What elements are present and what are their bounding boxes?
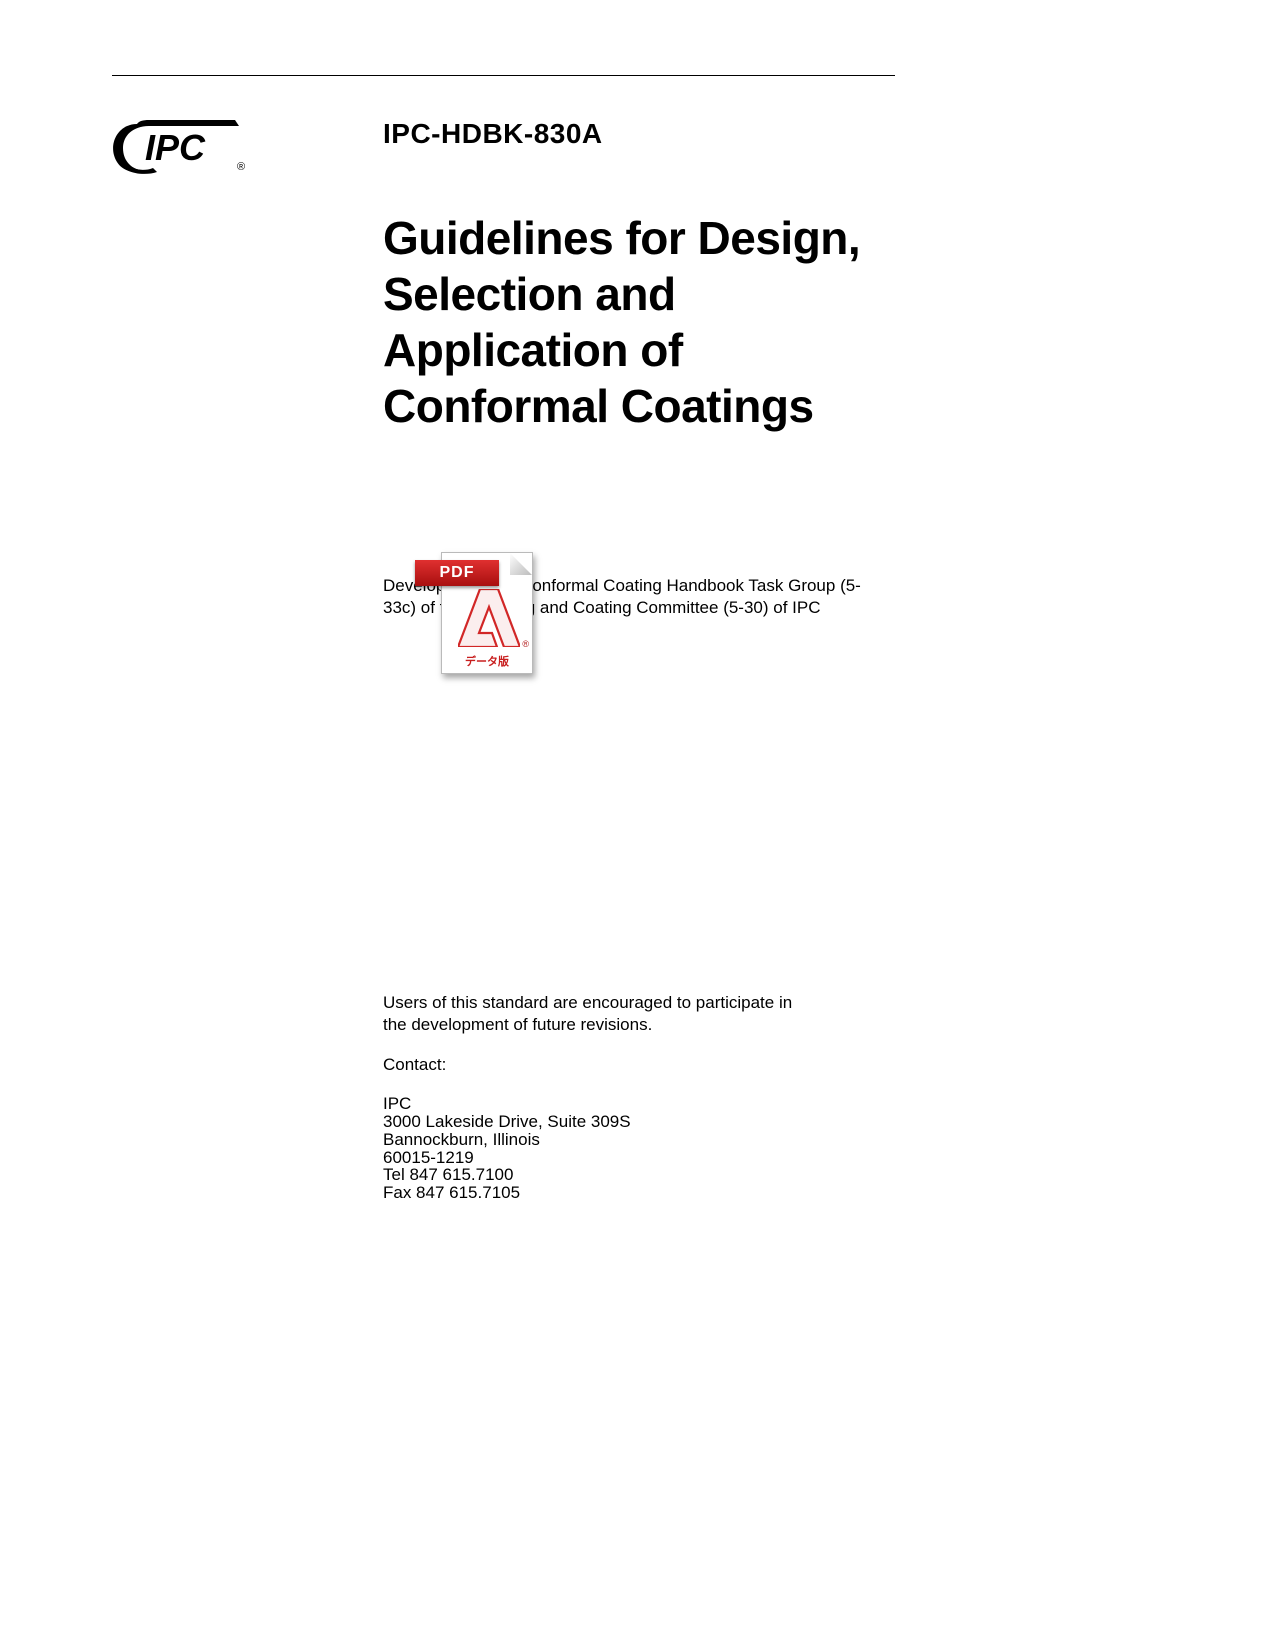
contact-tel: Tel 847 615.7100 — [383, 1166, 631, 1184]
pdf-data-version-icon: ® データ版 PDF — [415, 552, 535, 682]
contact-zip: 60015-1219 — [383, 1149, 631, 1167]
contact-address-1: 3000 Lakeside Drive, Suite 309S — [383, 1113, 631, 1131]
registered-mark: ® — [237, 161, 245, 173]
document-code: IPC-HDBK-830A — [383, 118, 603, 150]
document-page: IPC ® IPC-HDBK-830A Guidelines for Desig… — [0, 0, 1275, 1650]
adobe-logo-icon — [458, 589, 520, 647]
pdf-badge: PDF — [415, 560, 499, 586]
contact-block: IPC 3000 Lakeside Drive, Suite 309S Bann… — [383, 1095, 631, 1202]
contact-org: IPC — [383, 1095, 631, 1113]
contact-fax: Fax 847 615.7105 — [383, 1184, 631, 1202]
contact-label: Contact: — [383, 1055, 446, 1075]
top-rule — [112, 75, 895, 76]
ipc-logo: IPC ® — [109, 118, 254, 176]
contact-address-2: Bannockburn, Illinois — [383, 1131, 631, 1149]
logo-text: IPC — [145, 127, 206, 168]
document-title: Guidelines for Design, Selection and App… — [383, 210, 893, 434]
pdf-data-version-label: データ版 — [442, 653, 532, 669]
participation-text: Users of this standard are encouraged to… — [383, 992, 803, 1036]
adobe-registered-mark: ® — [522, 639, 529, 649]
